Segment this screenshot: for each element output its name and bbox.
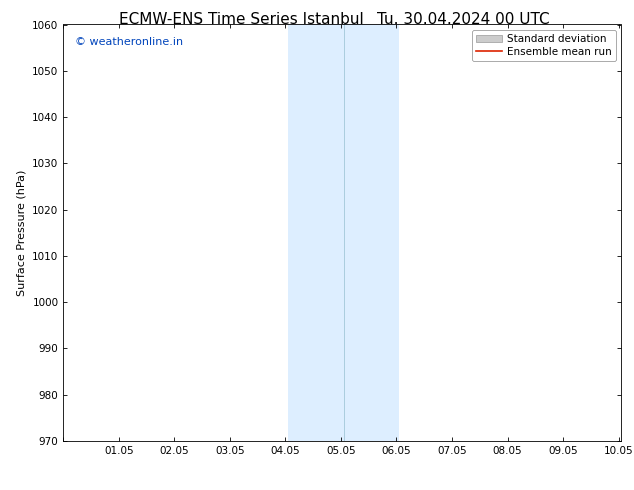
Bar	[288, 24, 399, 441]
Legend: Standard deviation, Ensemble mean run: Standard deviation, Ensemble mean run	[472, 30, 616, 61]
Text: © weatheronline.in: © weatheronline.in	[75, 37, 183, 47]
Text: Tu. 30.04.2024 00 UTC: Tu. 30.04.2024 00 UTC	[377, 12, 549, 27]
Y-axis label: Surface Pressure (hPa): Surface Pressure (hPa)	[16, 170, 27, 296]
Text: ECMW-ENS Time Series Istanbul: ECMW-ENS Time Series Istanbul	[119, 12, 363, 27]
